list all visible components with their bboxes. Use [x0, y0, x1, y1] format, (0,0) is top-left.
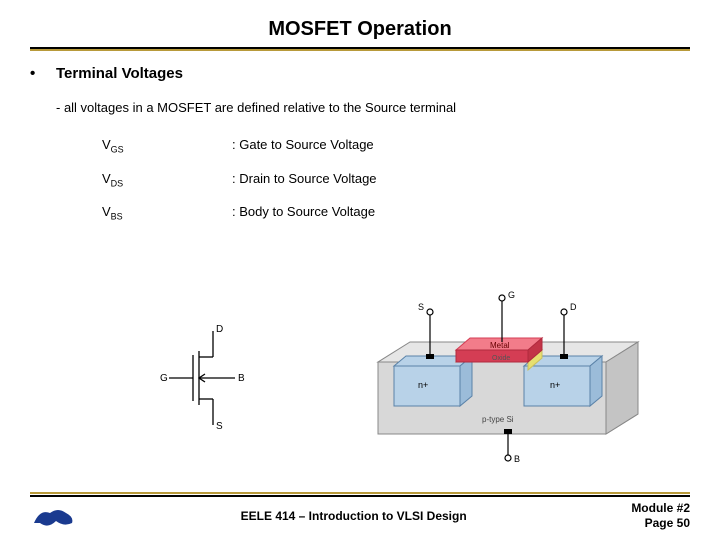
footer-course: EELE 414 – Introduction to VLSI Design: [76, 509, 631, 523]
voltage-table: VGS : Gate to Source Voltage VDS : Drain…: [102, 137, 690, 222]
footer-rule-black: [30, 495, 690, 497]
xsec-oxide-label: Oxide: [492, 355, 510, 362]
xsec-g-label: G: [508, 290, 515, 300]
xsec-nplus-left: n+: [418, 380, 428, 390]
footer-rule-gold: [30, 492, 690, 494]
voltage-def: : Gate to Source Voltage: [232, 137, 374, 155]
xsec-d-label: D: [570, 302, 577, 312]
xsec-substrate-label: p-type Si: [482, 415, 514, 424]
voltage-symbol: VBS: [102, 204, 232, 222]
xsec-s-label: S: [418, 302, 424, 312]
footer-page: Page 50: [631, 516, 690, 530]
table-row: VBS : Body to Source Voltage: [102, 204, 690, 222]
section-subtext: - all voltages in a MOSFET are defined r…: [56, 100, 690, 115]
mosfet-cross-section: S G D B Metal Oxide n+ n+ p-type Si: [360, 288, 660, 468]
diagram-area: D G S B: [0, 288, 720, 468]
footer: EELE 414 – Introduction to VLSI Design M…: [30, 492, 690, 530]
page-title: MOSFET Operation: [30, 18, 690, 41]
section-heading-row: • Terminal Voltages: [30, 65, 690, 82]
table-row: VGS : Gate to Source Voltage: [102, 137, 690, 155]
terminal-b-label: B: [238, 373, 245, 384]
bullet: •: [30, 65, 56, 82]
voltage-symbol: VDS: [102, 171, 232, 189]
section-heading: Terminal Voltages: [56, 65, 183, 82]
terminal-g-label: G: [160, 373, 168, 384]
mosfet-symbol-diagram: D G S B: [155, 323, 265, 433]
logo-icon: [30, 503, 76, 529]
voltage-symbol: VGS: [102, 137, 232, 155]
footer-module: Module #2: [631, 501, 690, 515]
xsec-metal-label: Metal: [490, 341, 510, 350]
voltage-def: : Body to Source Voltage: [232, 204, 375, 222]
terminal-d-label: D: [216, 324, 223, 335]
table-row: VDS : Drain to Source Voltage: [102, 171, 690, 189]
terminal-s-label: S: [216, 421, 223, 432]
xsec-nplus-right: n+: [550, 380, 560, 390]
xsec-b-label: B: [514, 454, 520, 464]
voltage-def: : Drain to Source Voltage: [232, 171, 377, 189]
